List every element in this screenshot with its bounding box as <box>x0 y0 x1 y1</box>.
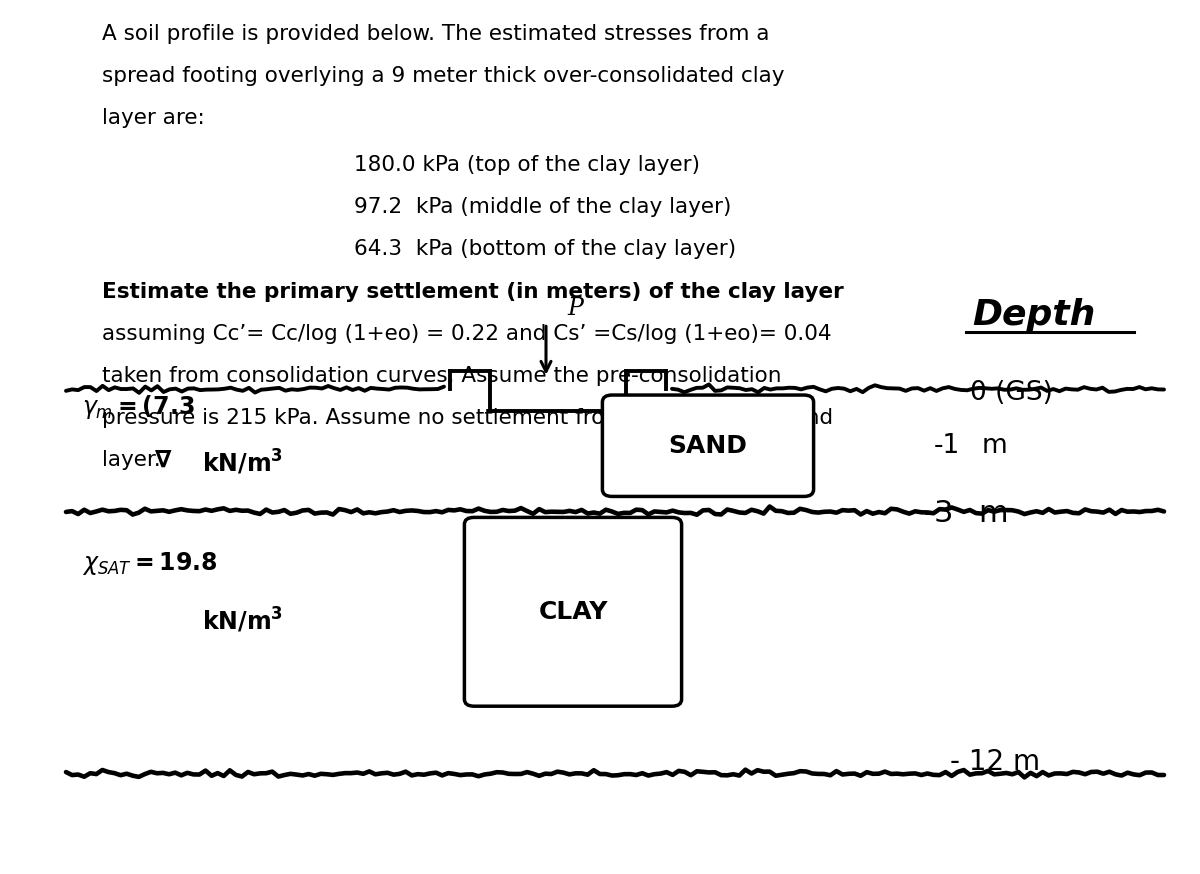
Text: A soil profile is provided below. The estimated stresses from a: A soil profile is provided below. The es… <box>102 24 769 45</box>
Text: m: m <box>982 433 1007 459</box>
Text: layer are:: layer are: <box>102 108 205 128</box>
FancyBboxPatch shape <box>602 395 814 496</box>
Text: $\mathbf{\nabla}$: $\mathbf{\nabla}$ <box>154 447 172 471</box>
Text: $\mathit{\gamma_m}$$\mathbf{=(7.3}$: $\mathit{\gamma_m}$$\mathbf{=(7.3}$ <box>82 393 194 421</box>
Text: 97.2  kPa (middle of the clay layer): 97.2 kPa (middle of the clay layer) <box>354 197 731 217</box>
Text: 64.3  kPa (bottom of the clay layer): 64.3 kPa (bottom of the clay layer) <box>354 239 736 259</box>
Text: -1: -1 <box>934 433 960 459</box>
Text: $\mathit{\chi_{SAT}}$$\mathbf{=19.8}$: $\mathit{\chi_{SAT}}$$\mathbf{=19.8}$ <box>82 550 217 577</box>
Text: pressure is 215 kPa. Assume no settlement from the overlying sand: pressure is 215 kPa. Assume no settlemen… <box>102 408 833 428</box>
FancyBboxPatch shape <box>464 517 682 706</box>
Text: SAND: SAND <box>668 434 748 458</box>
Text: $\mathbf{kN/m^3}$: $\mathbf{kN/m^3}$ <box>202 606 283 635</box>
Text: Estimate the primary settlement (in meters) of the clay layer: Estimate the primary settlement (in mete… <box>102 282 844 302</box>
Text: 180.0 kPa (top of the clay layer): 180.0 kPa (top of the clay layer) <box>354 155 700 175</box>
Text: taken from consolidation curves. Assume the pre-consolidation: taken from consolidation curves. Assume … <box>102 366 781 386</box>
Text: Depth: Depth <box>972 298 1096 332</box>
Text: 0 (GS): 0 (GS) <box>970 380 1052 406</box>
Text: CLAY: CLAY <box>539 600 607 624</box>
Text: -3: -3 <box>924 498 954 528</box>
Text: - 12 m: - 12 m <box>950 748 1040 776</box>
Text: P: P <box>568 297 583 320</box>
Text: layer.: layer. <box>102 450 161 470</box>
Text: $\mathbf{kN/m^3}$: $\mathbf{kN/m^3}$ <box>202 447 283 476</box>
Text: assuming Cc’= Cc/log (1+eo) = 0.22 and Cs’ =Cs/log (1+eo)= 0.04: assuming Cc’= Cc/log (1+eo) = 0.22 and C… <box>102 324 832 344</box>
Text: spread footing overlying a 9 meter thick over-consolidated clay: spread footing overlying a 9 meter thick… <box>102 66 785 87</box>
Text: m: m <box>978 498 1008 528</box>
